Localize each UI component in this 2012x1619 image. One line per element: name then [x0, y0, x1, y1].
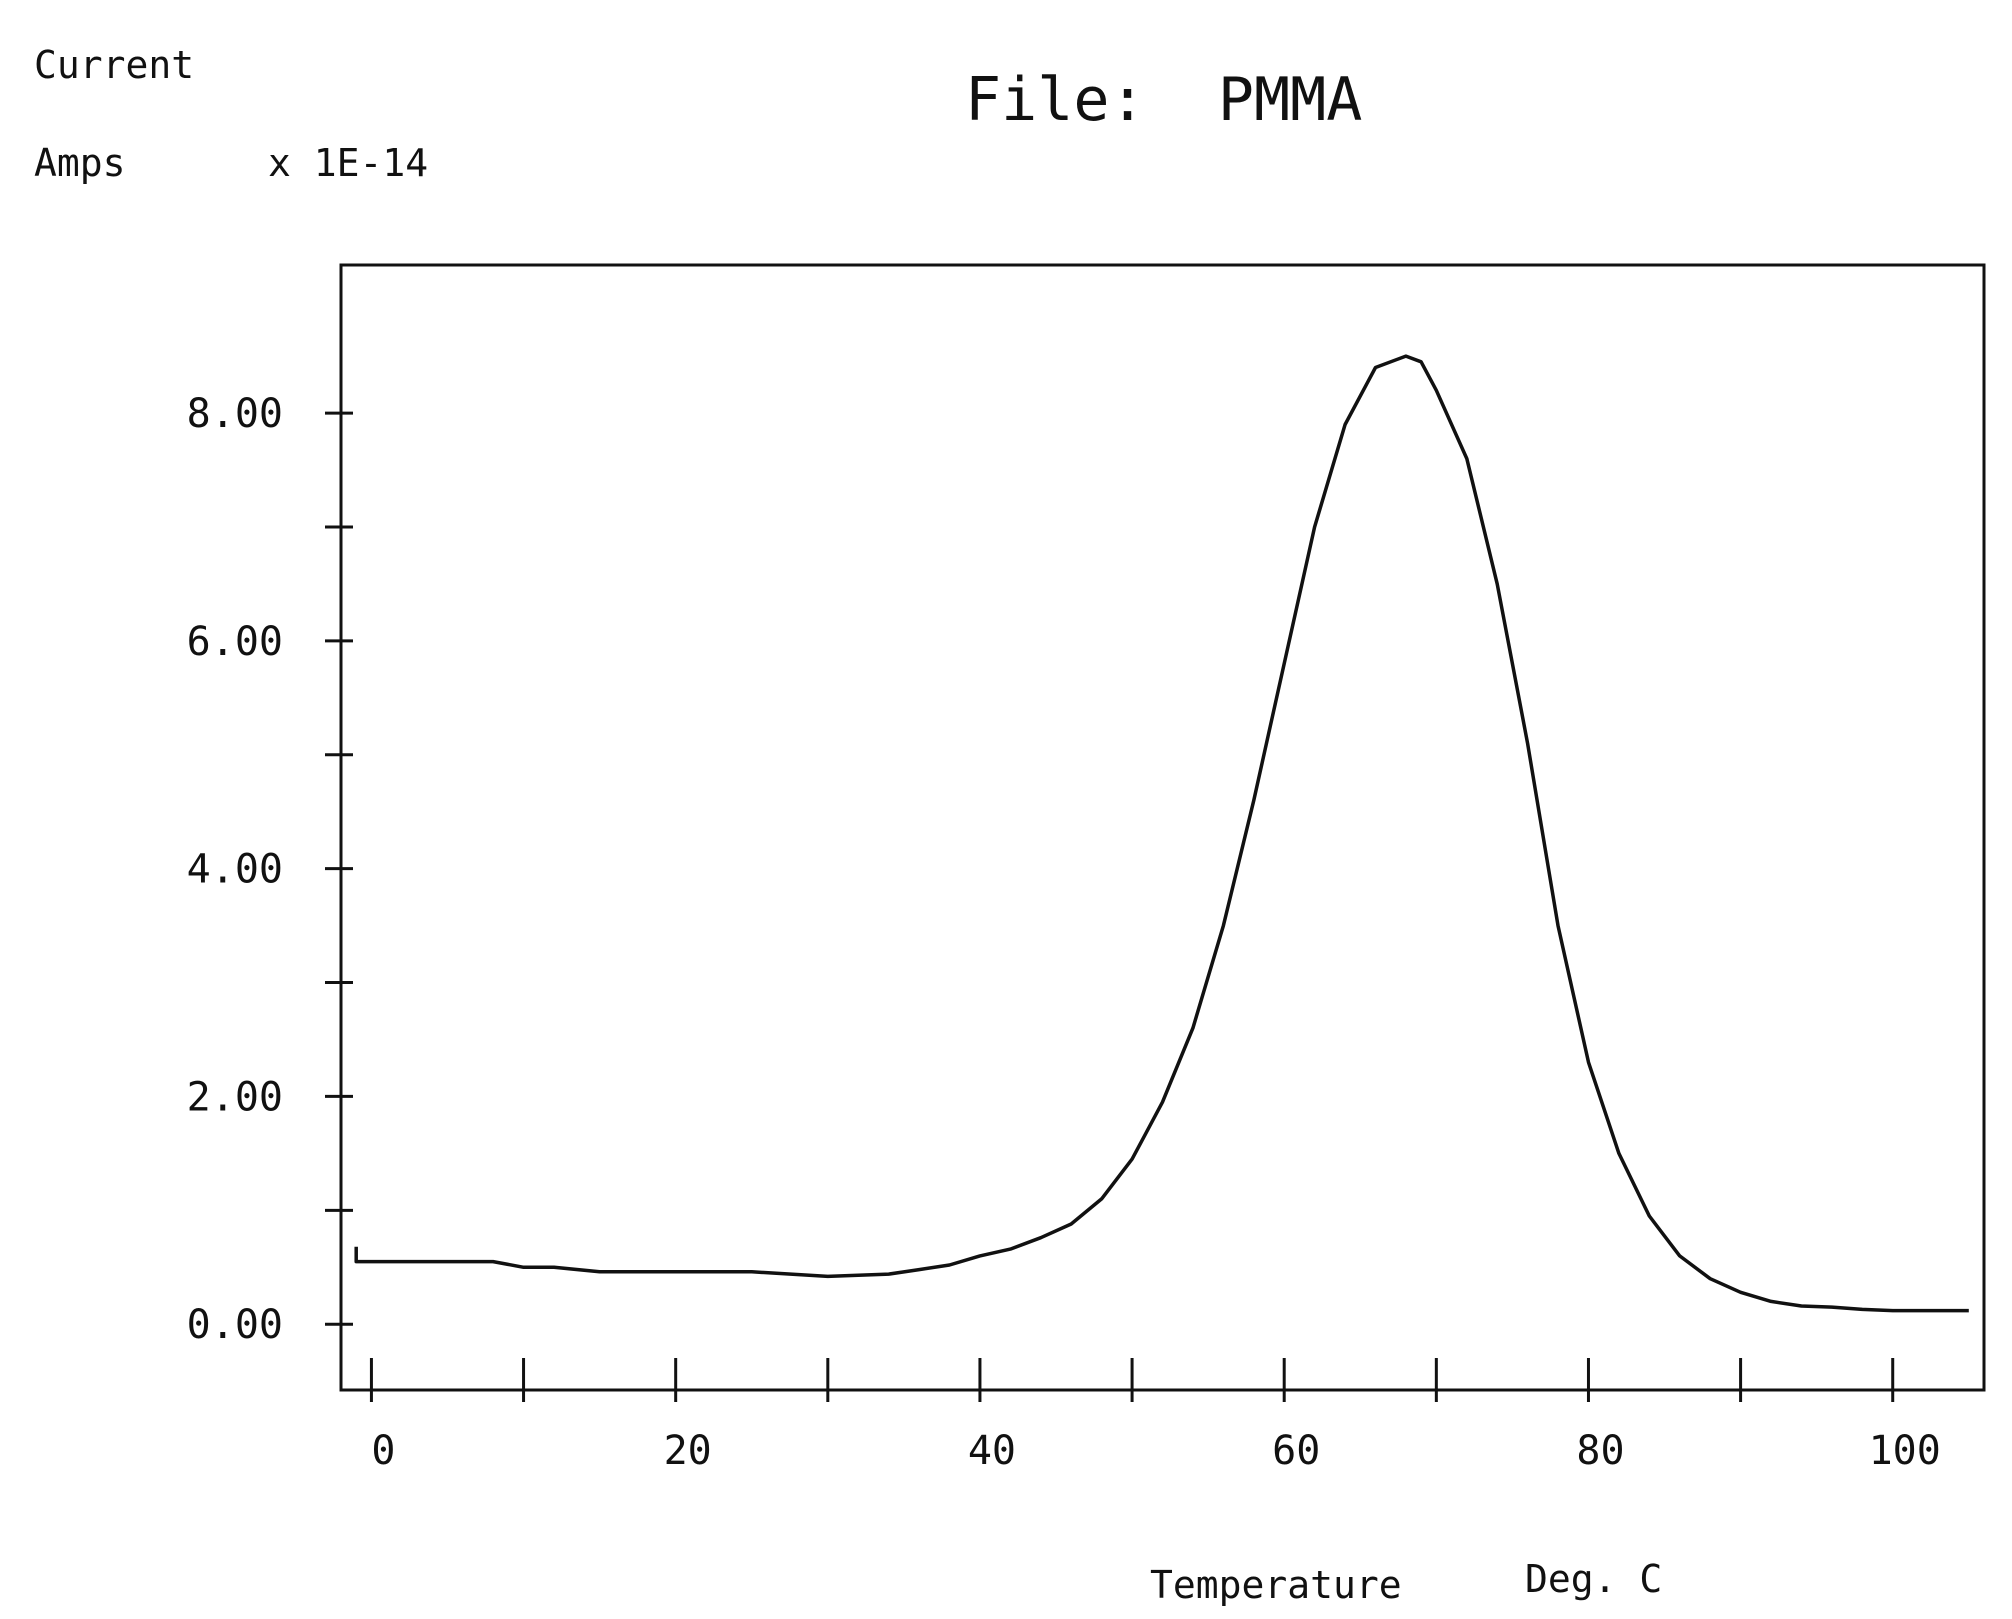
x-tick-label: 80	[1576, 1428, 1624, 1474]
y-axis-tick-labels: 0.00 2.00 4.00 6.00 8.00	[187, 391, 283, 1348]
y-tick-label: 8.00	[187, 391, 283, 437]
y-tick-label: 2.00	[187, 1074, 283, 1120]
x-axis-tick-labels: 0 20 40 60 80 100	[371, 1428, 1940, 1474]
x-tick-label: 20	[664, 1428, 712, 1474]
x-tick-label: 100	[1869, 1428, 1941, 1474]
y-axis-label-line2: Amps	[34, 141, 126, 185]
y-tick-label: 4.00	[187, 847, 283, 893]
y-tick-label: 0.00	[187, 1302, 283, 1348]
y-tick-label: 6.00	[187, 619, 283, 665]
y-axis-ticks	[325, 411, 353, 1326]
x-tick-label: 40	[968, 1428, 1016, 1474]
x-tick-label: 60	[1272, 1428, 1320, 1474]
x-tick-label: 0	[371, 1428, 395, 1474]
y-axis-multiplier: x 1E-14	[268, 141, 428, 185]
y-axis-label-line1: Current	[34, 43, 194, 87]
x-axis-unit: Deg. C	[1525, 1557, 1662, 1601]
plot-frame	[339, 263, 1986, 1392]
current-series-line	[354, 354, 1969, 1313]
x-axis-ticks	[369, 1358, 1895, 1402]
chart-title: File: PMMA	[965, 65, 1362, 135]
x-axis-label: Temperaturе	[1150, 1563, 1402, 1607]
